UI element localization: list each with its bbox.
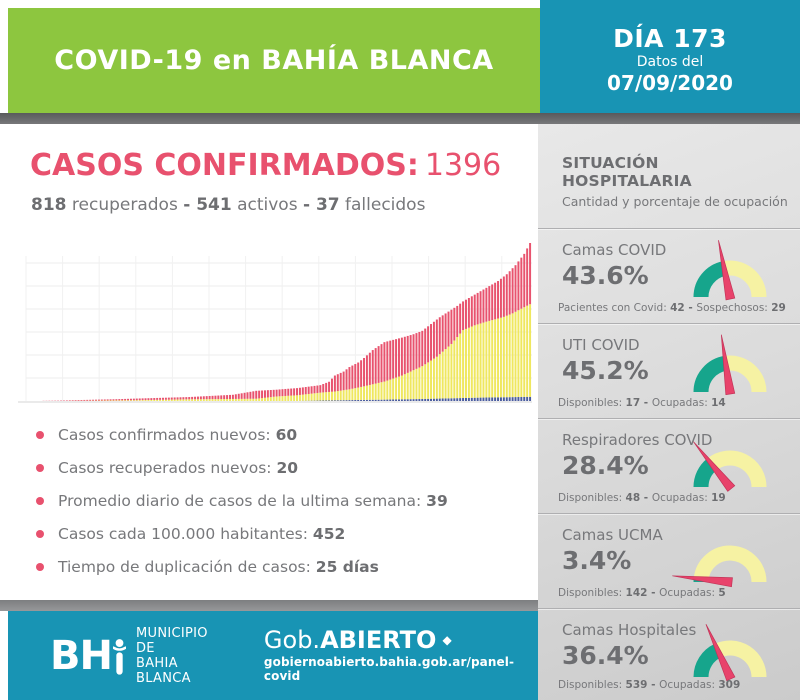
date-label: Datos del xyxy=(636,54,704,70)
sidebar-subtitle: Cantidad y porcentaje de ocupación xyxy=(562,194,788,209)
stat-list-item: Casos recuperados nuevos: 20 xyxy=(36,459,526,478)
gob-abierto-wordmark: Gob. ABIERTO ◆ xyxy=(264,628,538,652)
sidebar-header: SITUACIÓN HOSPITALARIA Cantidad y porcen… xyxy=(538,124,800,228)
header-title-banner: COVID-19 en BAHÍA BLANCA xyxy=(8,8,540,113)
gauge-details: Pacientes con Covid: 42 - Sospechosos: 2… xyxy=(558,302,786,314)
gauge-percentage: 45.2% xyxy=(562,356,649,385)
bullet-dot-icon xyxy=(36,497,44,505)
gauge-details: Disponibles: 539 - Ocupadas: 309 xyxy=(558,679,741,691)
confirmed-cases-heading: CASOS CONFIRMADOS: 1396 xyxy=(30,148,501,183)
gob-abierto-block: Gob. ABIERTO ◆ gobiernoabierto.bahia.gob.a… xyxy=(264,628,538,683)
stat-text: Casos recuperados nuevos: 20 xyxy=(58,459,299,477)
diamond-icon: ◆ xyxy=(442,633,452,647)
gauge-details: Disponibles: 142 - Ocupadas: 5 xyxy=(558,587,726,599)
summary-part: activos xyxy=(231,195,303,215)
gauge-name: UTI COVID xyxy=(562,336,640,354)
gauge-percentage: 3.4% xyxy=(562,546,632,575)
gauge-percentage: 43.6% xyxy=(562,261,649,290)
cases-summary-line: 818 recuperados - 541 activos - 37 falle… xyxy=(31,195,425,215)
gauge-details: Disponibles: 17 - Ocupadas: 14 xyxy=(558,397,726,409)
gauge-dial-icon xyxy=(693,624,767,682)
summary-part: - 541 xyxy=(183,195,232,215)
footer-divider xyxy=(0,600,538,611)
bullet-dot-icon xyxy=(36,563,44,571)
gauge-section-camas-hospitales: Camas Hospitales 36.4% Disponibles: 539 - … xyxy=(538,608,800,700)
stats-bullet-list: Casos confirmados nuevos: 60 Casos recupe… xyxy=(36,426,526,591)
chart-bars xyxy=(42,243,532,401)
logo-bh-text: BH xyxy=(50,632,113,679)
stat-list-item: Promedio diario de casos de la ultima se… xyxy=(36,492,526,511)
stat-text: Promedio diario de casos de la ultima se… xyxy=(58,492,448,510)
stacked-bar-chart xyxy=(18,243,532,403)
header-date-banner: DÍA 173 Datos del 07/09/2020 xyxy=(540,0,800,113)
gauge-section-camas-ucma: Camas UCMA 3.4% Disponibles: 142 - Ocupada… xyxy=(538,513,800,608)
gauge-percentage: 36.4% xyxy=(562,641,649,670)
gauge-name: Camas COVID xyxy=(562,241,667,259)
gauge-dial-icon xyxy=(693,334,767,396)
panel-covid-url[interactable]: gobiernoabierto.bahia.gob.ar/panel-covid xyxy=(263,655,515,683)
gauge-dial-icon xyxy=(693,441,767,492)
day-counter: DÍA 173 xyxy=(613,24,727,53)
main-panel: CASOS CONFIRMADOS: 1396 818 recuperados -… xyxy=(8,124,538,600)
confirmed-cases-label: CASOS CONFIRMADOS: xyxy=(30,148,419,183)
cumulative-cases-chart xyxy=(18,236,532,408)
gauge-section-respiradores-covid: Respiradores COVID 28.4% Disponibles: 48 -… xyxy=(538,418,800,513)
gauge-section-camas-covid: Camas COVID 43.6% Pacientes con Covid: 42 … xyxy=(538,228,800,323)
summary-part: 818 xyxy=(31,195,67,215)
bullet-dot-icon xyxy=(36,530,44,538)
gauge-dial-icon xyxy=(672,545,767,588)
municipality-name-line2: BAHIA BLANCA xyxy=(135,655,191,686)
stat-list-item: Tiempo de duplicación de casos: 25 días xyxy=(36,558,526,577)
gauge-percentage: 28.4% xyxy=(562,451,649,480)
bullet-dot-icon xyxy=(36,464,44,472)
header-divider xyxy=(0,113,800,124)
gauge-details: Disponibles: 48 - Ocupadas: 19 xyxy=(558,492,726,504)
gauge-name: Respiradores COVID xyxy=(562,431,713,449)
summary-part: - 37 xyxy=(302,195,340,215)
logo-person-i-icon xyxy=(112,638,126,675)
gauge-name: Camas Hospitales xyxy=(562,621,697,639)
footer-bar: BH MUNICIPIO DE BAHIA BLANCA Gob. ABIERTO… xyxy=(8,611,538,700)
stat-text: Tiempo de duplicación de casos: 25 días xyxy=(58,558,379,576)
gauge-name: Camas UCMA xyxy=(562,526,663,544)
sidebar-title: SITUACIÓN HOSPITALARIA xyxy=(562,154,692,190)
gob-prefix: Gob. xyxy=(263,626,321,654)
gauge-section-uti-covid: UTI COVID 45.2% Disponibles: 17 - Ocupadas… xyxy=(538,323,800,418)
stat-text: Casos confirmados nuevos: 60 xyxy=(58,426,298,444)
page-title: COVID-19 en BAHÍA BLANCA xyxy=(54,45,494,76)
gob-abierto-label: ABIERTO xyxy=(320,626,437,654)
report-date: 07/09/2020 xyxy=(607,71,733,95)
municipality-name-line1: MUNICIPIO DE xyxy=(135,625,208,656)
summary-part: recuperados xyxy=(66,195,184,215)
bullet-dot-icon xyxy=(36,431,44,439)
summary-part: fallecidos xyxy=(339,195,426,215)
stat-list-item: Casos confirmados nuevos: 60 xyxy=(36,426,526,445)
municipality-logo: BH MUNICIPIO DE BAHIA BLANCA xyxy=(50,626,230,686)
gauge-dial-icon xyxy=(693,240,767,301)
municipality-name: MUNICIPIO DE BAHIA BLANCA xyxy=(136,626,230,686)
stat-list-item: Casos cada 100.000 habitantes: 452 xyxy=(36,525,526,544)
hospital-sidebar: SITUACIÓN HOSPITALARIA Cantidad y porcen… xyxy=(538,124,800,700)
confirmed-cases-value: 1396 xyxy=(424,148,502,183)
stat-text: Casos cada 100.000 habitantes: 452 xyxy=(58,525,346,543)
